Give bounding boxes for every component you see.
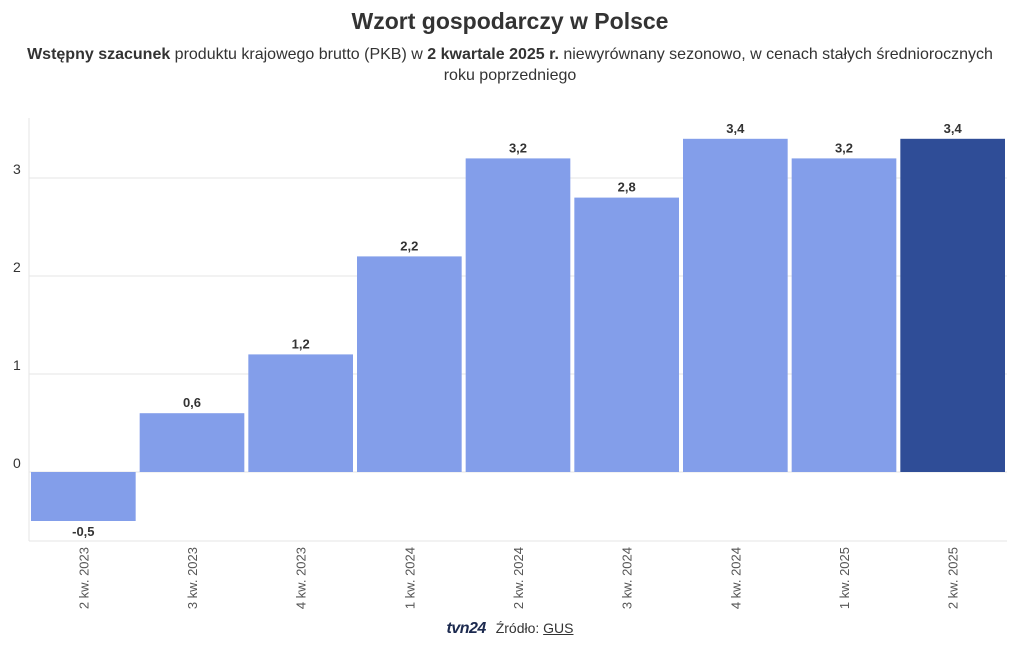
subtitle-text-1: produktu krajowego brutto (PKB) w (170, 46, 428, 63)
x-tick-label: 2 kw. 2025 (946, 547, 961, 609)
subtitle-bold-2: 2 kwartale 2025 r. (427, 46, 559, 63)
data-label: 3,4 (726, 121, 745, 136)
bar (139, 413, 245, 472)
tvn24-logo: tvn24 (446, 620, 487, 637)
data-label: 3,4 (944, 121, 963, 136)
chart-title: Wzort gospodarczy w Polsce (351, 8, 669, 34)
subtitle-bold-1: Wstępny szacunek (27, 46, 171, 63)
source-link[interactable]: GUS (543, 620, 574, 636)
chart-subtitle: Wstępny szacunek produktu krajowego brut… (10, 44, 1010, 86)
subtitle-text-2: niewyrównany sezonowo, w cenach stałych … (443, 46, 993, 84)
x-tick-label: 2 kw. 2023 (76, 547, 91, 609)
data-label: 1,2 (292, 336, 310, 351)
bar (791, 158, 897, 472)
bar (574, 197, 679, 472)
data-label: 2,8 (618, 180, 636, 195)
bar (465, 158, 571, 472)
data-label: 2,2 (400, 238, 418, 253)
bar (357, 256, 462, 472)
bar (900, 138, 1005, 473)
bar (683, 138, 788, 473)
bar (31, 472, 136, 521)
source-label: Źródło: (495, 620, 540, 636)
data-label: 3,2 (835, 140, 853, 155)
data-label: 3,2 (509, 140, 527, 155)
x-tick-label: 4 kw. 2023 (294, 547, 309, 609)
y-tick-label: 0 (13, 455, 21, 471)
y-tick-label: 3 (13, 161, 21, 177)
x-tick-label: 2 kw. 2024 (511, 547, 526, 609)
x-tick-label: 3 kw. 2023 (185, 547, 200, 609)
x-tick-label: 1 kw. 2025 (837, 547, 852, 609)
bar (248, 354, 353, 472)
data-label: 0,6 (183, 395, 201, 410)
x-tick-label: 1 kw. 2024 (402, 547, 417, 609)
x-tick-label: 3 kw. 2024 (620, 547, 635, 609)
data-label: -0,5 (72, 524, 94, 539)
x-tick-label: 4 kw. 2024 (728, 547, 743, 609)
y-tick-label: 2 (13, 259, 21, 275)
footer: tvn24 Źródło: GUS (0, 620, 1020, 638)
y-tick-label: 1 (13, 357, 21, 373)
